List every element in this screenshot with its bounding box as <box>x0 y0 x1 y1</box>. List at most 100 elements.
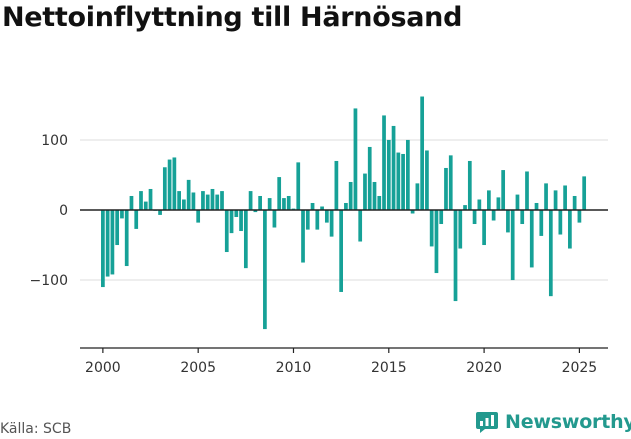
bar <box>434 210 439 274</box>
bar <box>324 210 329 223</box>
bar <box>253 210 258 213</box>
bar <box>172 157 177 210</box>
bar <box>234 210 239 218</box>
bar <box>396 152 401 210</box>
bar <box>391 125 396 210</box>
x-tick-label: 2015 <box>371 360 407 376</box>
bar <box>568 210 572 249</box>
bar <box>143 201 148 210</box>
bar <box>429 210 434 247</box>
bar <box>520 210 525 225</box>
bar <box>439 210 444 225</box>
bar <box>534 202 539 210</box>
brand-name: Newsworthy <box>505 411 631 433</box>
bar <box>510 210 515 281</box>
bar <box>477 199 482 210</box>
bar <box>220 191 224 210</box>
bar <box>506 210 510 233</box>
bar <box>425 150 429 210</box>
bar <box>134 210 139 229</box>
x-tick-labels: 2000 2005 2010 2015 2020 2025 <box>85 360 597 376</box>
bar <box>282 198 286 210</box>
bar <box>305 210 310 230</box>
bar <box>186 179 191 210</box>
newsworthy-logo-icon <box>476 412 498 433</box>
x-tick-label: 2010 <box>276 360 312 376</box>
bar <box>415 183 420 210</box>
bar <box>367 146 372 210</box>
bar <box>463 205 467 210</box>
bar <box>267 198 272 210</box>
bar <box>334 160 339 210</box>
bar <box>182 199 186 210</box>
bar <box>467 160 472 210</box>
bar <box>272 210 277 228</box>
bar <box>563 185 567 210</box>
bar <box>205 194 210 210</box>
bar <box>548 210 553 297</box>
bar <box>210 188 215 210</box>
bar <box>377 195 382 210</box>
bar <box>248 191 253 210</box>
bar <box>496 197 501 210</box>
x-tick-label: 2025 <box>562 360 598 376</box>
bar <box>191 192 196 210</box>
bar <box>158 210 162 215</box>
bar <box>329 210 334 237</box>
bar <box>277 177 282 210</box>
bar <box>515 194 520 210</box>
bar <box>120 210 124 219</box>
bar <box>167 159 172 210</box>
bar <box>444 167 448 210</box>
y-tick-label: −100 <box>30 273 68 289</box>
bar <box>453 210 458 302</box>
y-tick-label: 0 <box>59 203 68 219</box>
bar <box>129 195 134 210</box>
bar <box>229 210 234 234</box>
bar <box>472 210 477 225</box>
bar <box>344 202 348 210</box>
bar <box>382 115 386 210</box>
bar <box>124 210 129 267</box>
bar <box>358 210 363 242</box>
y-tick-label: 100 <box>41 133 68 149</box>
bar <box>310 202 315 210</box>
bar <box>201 191 205 210</box>
bar <box>239 210 243 232</box>
bar <box>115 210 120 246</box>
bar <box>386 139 391 210</box>
bar <box>263 210 267 330</box>
bar <box>558 210 563 235</box>
bar <box>348 181 353 210</box>
bar <box>301 210 305 263</box>
x-tick-label: 2020 <box>466 360 502 376</box>
bar <box>529 210 534 268</box>
bar <box>224 210 229 253</box>
bar <box>196 210 201 223</box>
bar <box>410 210 415 214</box>
bar <box>372 181 377 210</box>
bar <box>110 210 115 275</box>
bar <box>406 139 410 210</box>
bar <box>296 162 301 210</box>
bar <box>458 210 463 249</box>
bar <box>487 190 491 210</box>
bar <box>215 194 220 210</box>
brand-logo[interactable]: Newsworthy <box>475 408 631 436</box>
bar <box>258 195 262 210</box>
bar <box>101 210 105 288</box>
bar <box>553 190 558 210</box>
bar <box>339 210 343 292</box>
bar <box>482 210 486 246</box>
bar <box>501 170 506 210</box>
y-tick-labels: −100 0 100 <box>30 133 68 289</box>
bar <box>243 210 248 269</box>
x-tick-label: 2005 <box>180 360 216 376</box>
bar <box>448 155 453 210</box>
bar <box>544 183 548 210</box>
gridlines <box>80 139 608 281</box>
bar <box>582 176 587 210</box>
bar <box>577 210 582 223</box>
bar <box>177 191 181 210</box>
bar <box>162 167 167 210</box>
